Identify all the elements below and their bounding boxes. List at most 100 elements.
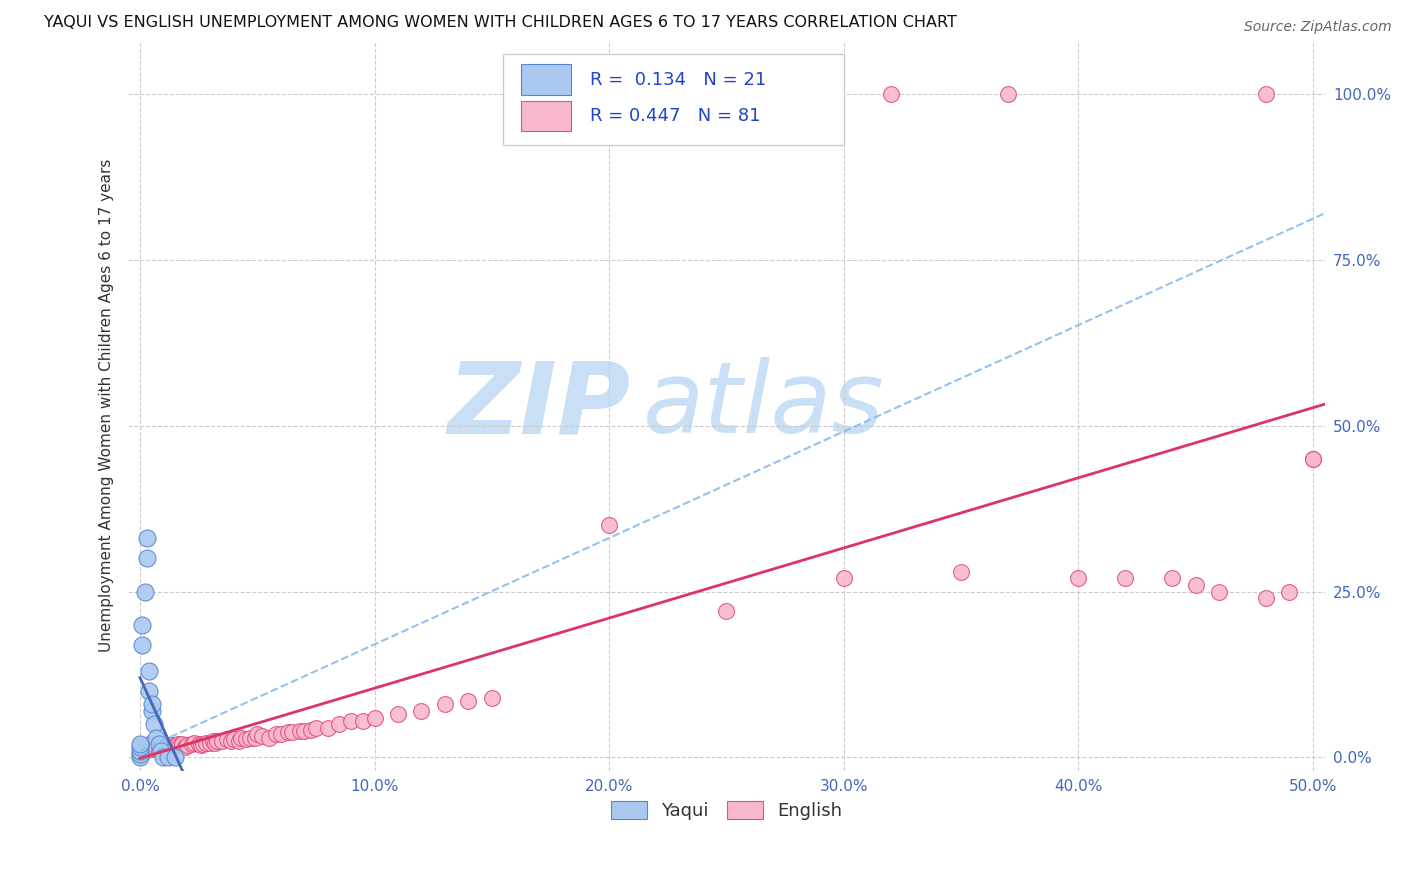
Point <box>411 704 433 718</box>
Text: YAQUI VS ENGLISH UNEMPLOYMENT AMONG WOMEN WITH CHILDREN AGES 6 TO 17 YEARS CORRE: YAQUI VS ENGLISH UNEMPLOYMENT AMONG WOME… <box>45 15 957 30</box>
Point <box>131 745 153 759</box>
Point <box>143 740 166 755</box>
Point <box>243 731 266 745</box>
Point <box>363 711 385 725</box>
Point <box>1302 451 1324 466</box>
Point <box>129 747 152 761</box>
Point <box>148 744 170 758</box>
Point <box>129 740 152 755</box>
Point <box>141 698 163 712</box>
Point <box>762 87 785 101</box>
Point <box>1161 571 1184 585</box>
Point <box>250 729 273 743</box>
Point <box>165 739 187 753</box>
Point <box>1254 87 1277 101</box>
Point <box>166 737 188 751</box>
Point <box>129 747 152 761</box>
Point <box>204 736 226 750</box>
Point <box>169 739 191 753</box>
Point <box>352 714 374 728</box>
Point <box>172 737 194 751</box>
Point <box>201 734 224 748</box>
Text: R = 0.447   N = 81: R = 0.447 N = 81 <box>591 107 761 125</box>
Point <box>457 694 479 708</box>
Point <box>150 741 173 756</box>
Point <box>150 744 173 758</box>
Point <box>134 584 156 599</box>
Point <box>211 734 233 748</box>
Point <box>264 727 287 741</box>
Point <box>152 742 174 756</box>
Point <box>187 737 209 751</box>
Point <box>257 731 280 745</box>
FancyBboxPatch shape <box>520 101 571 131</box>
Point <box>180 737 202 751</box>
Point <box>152 750 174 764</box>
Point <box>159 739 181 753</box>
Text: R =  0.134   N = 21: R = 0.134 N = 21 <box>591 70 766 88</box>
Point <box>716 604 738 618</box>
Point <box>200 736 222 750</box>
Point <box>997 87 1019 101</box>
FancyBboxPatch shape <box>503 54 844 145</box>
Point <box>148 737 170 751</box>
Point <box>328 717 350 731</box>
Point <box>131 742 153 756</box>
Point <box>222 731 245 746</box>
Point <box>145 731 167 745</box>
Point <box>207 734 229 748</box>
Point <box>157 740 180 755</box>
Point <box>136 532 159 546</box>
Point <box>136 551 159 566</box>
Point <box>292 723 315 738</box>
Point <box>387 707 409 722</box>
Point <box>131 638 153 652</box>
Point <box>481 690 503 705</box>
Point <box>165 750 187 764</box>
Point <box>138 740 160 755</box>
Y-axis label: Unemployment Among Women with Children Ages 6 to 17 years: Unemployment Among Women with Children A… <box>100 159 114 652</box>
Point <box>157 750 180 764</box>
Point <box>134 744 156 758</box>
Point <box>129 737 152 751</box>
Point <box>950 565 973 579</box>
Point <box>221 734 243 748</box>
Point <box>138 737 160 751</box>
Point <box>152 740 174 755</box>
Point <box>129 744 152 758</box>
Point <box>288 723 311 738</box>
Point <box>1278 584 1301 599</box>
Point <box>879 87 901 101</box>
Point <box>145 742 167 756</box>
Point <box>316 721 339 735</box>
Point <box>134 740 156 755</box>
Point <box>141 739 163 753</box>
Point <box>162 740 184 755</box>
Point <box>1067 571 1090 585</box>
Point <box>193 737 215 751</box>
Point <box>299 723 322 737</box>
Point <box>281 725 304 739</box>
Point <box>138 664 160 678</box>
Point <box>141 741 163 756</box>
Point <box>1208 584 1230 599</box>
Point <box>246 727 269 741</box>
Point <box>131 617 153 632</box>
Point <box>141 704 163 718</box>
Point <box>1302 451 1324 466</box>
Legend: Yaqui, English: Yaqui, English <box>603 794 849 828</box>
FancyBboxPatch shape <box>520 64 571 95</box>
Point <box>194 736 217 750</box>
Point <box>1114 571 1136 585</box>
Point <box>143 717 166 731</box>
Point <box>136 739 159 753</box>
Point <box>136 742 159 756</box>
Point <box>598 518 620 533</box>
Text: ZIP: ZIP <box>447 358 631 454</box>
Point <box>129 740 152 755</box>
Point <box>270 727 292 741</box>
Point <box>1184 578 1206 592</box>
Text: atlas: atlas <box>643 358 884 454</box>
Point <box>305 721 328 735</box>
Point <box>138 684 160 698</box>
